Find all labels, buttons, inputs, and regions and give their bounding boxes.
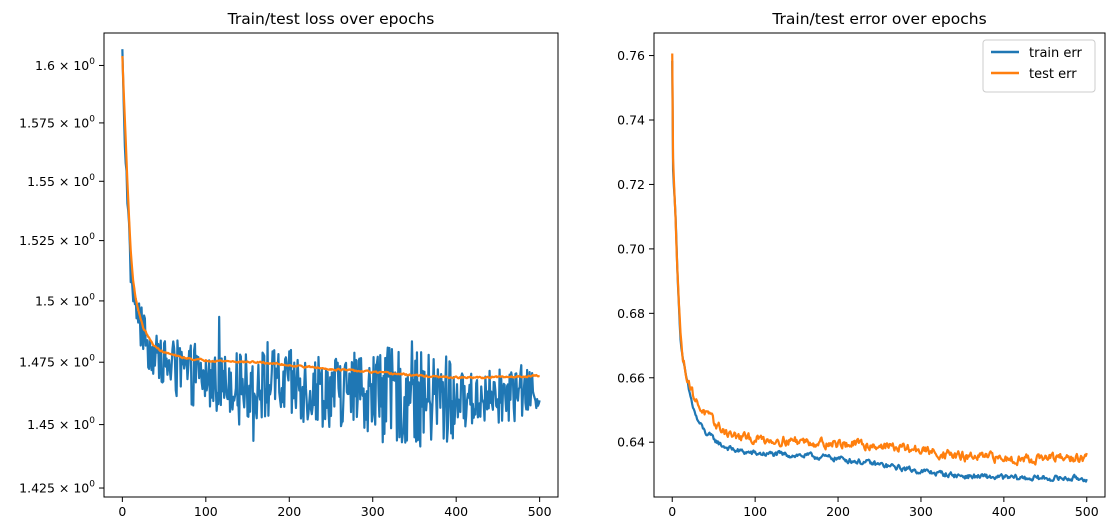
y-tick-label: 0.72 <box>617 177 645 192</box>
test-loss-line <box>121 55 540 380</box>
train-loss-line <box>121 49 541 448</box>
loss-chart-title: Train/test loss over epochs <box>227 10 435 28</box>
axes-frame <box>103 32 559 498</box>
train-err-line <box>671 60 1088 483</box>
x-tick-label: 200 <box>826 504 850 519</box>
loss-chart: Train/test loss over epochs 0 100 200 300 40… <box>19 10 559 519</box>
y-tick-label: 0.64 <box>617 435 645 450</box>
x-tick-label: 100 <box>743 504 767 519</box>
x-tick-label: 400 <box>992 504 1016 519</box>
y-tick-label: 0.74 <box>617 113 645 128</box>
axes-frame <box>653 32 1106 498</box>
y-tick-label: 1.55 × 100 <box>27 173 95 189</box>
y-tick-label: 1.525 × 100 <box>19 232 95 248</box>
x-tick-label: 0 <box>118 504 126 519</box>
x-tick-label: 0 <box>668 504 676 519</box>
legend-label: train err <box>1029 46 1083 61</box>
y-tick-label: 1.425 × 100 <box>19 480 95 496</box>
y-tick-label: 1.475 × 100 <box>19 354 95 370</box>
legend: train err test err <box>982 39 1096 93</box>
x-tick-label: 200 <box>277 504 301 519</box>
error-chart: Train/test error over epochs 0 100 200 300 4… <box>617 10 1106 519</box>
y-tick-label: 1.5 × 100 <box>35 292 95 308</box>
x-tick-label: 100 <box>194 504 218 519</box>
y-tick-label: 0.66 <box>617 370 645 385</box>
test-err-line <box>671 53 1088 467</box>
x-tick-label: 400 <box>444 504 468 519</box>
error-chart-title: Train/test error over epochs <box>771 10 986 28</box>
x-tick-label: 500 <box>1075 504 1099 519</box>
x-tick-label: 300 <box>361 504 385 519</box>
x-tick-label: 500 <box>528 504 552 519</box>
y-tick-label: 1.575 × 100 <box>19 114 95 130</box>
y-tick-label: 1.6 × 100 <box>35 57 95 73</box>
x-tick-label: 300 <box>909 504 933 519</box>
y-tick-label: 0.76 <box>617 48 645 63</box>
series-group <box>121 49 541 448</box>
legend-label: test err <box>1029 67 1077 82</box>
y-tick-label: 0.70 <box>617 241 645 256</box>
y-tick-label: 0.68 <box>617 306 645 321</box>
y-tick-label: 1.45 × 100 <box>27 416 95 432</box>
series-group <box>671 53 1088 483</box>
